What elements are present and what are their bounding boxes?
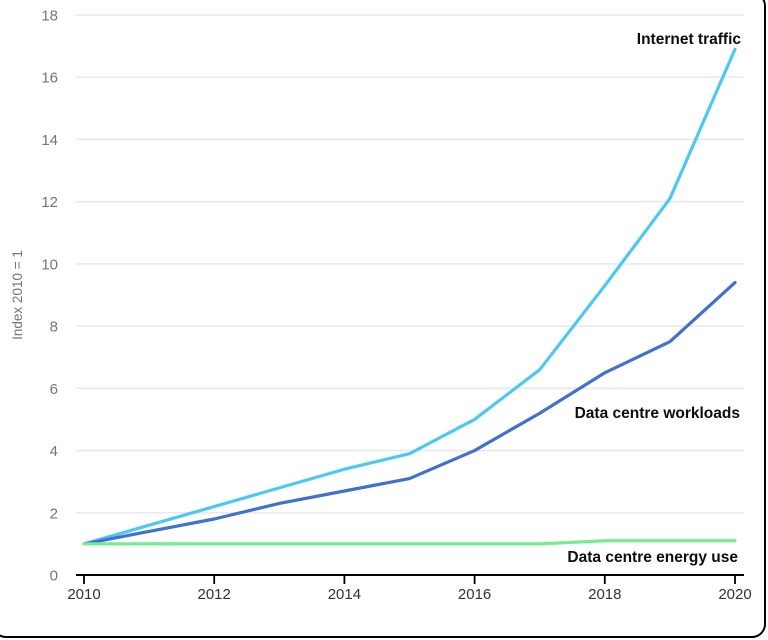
series-line-internet-traffic [82, 47, 737, 546]
x-tick-label-2012: 2012 [198, 586, 231, 603]
x-axis-tick-labels: 2010 2012 2014 2016 2018 2020 [67, 586, 751, 603]
x-tick-label-2020: 2020 [718, 586, 751, 603]
gridlines [76, 14, 744, 514]
series-lines [82, 47, 737, 546]
y-tick-label-16: 16 [41, 70, 58, 87]
y-tick-label-12: 12 [41, 194, 58, 211]
y-axis-title: Index 2010 = 1 [10, 250, 25, 340]
y-tick-label-2: 2 [50, 505, 58, 522]
series-label-internet-traffic: Internet traffic [637, 31, 742, 48]
x-tick-label-2014: 2014 [328, 586, 361, 603]
y-tick-label-6: 6 [50, 381, 58, 398]
x-tick-label-2018: 2018 [588, 586, 621, 603]
series-label-data-centre-energy-use: Data centre energy use [567, 549, 738, 566]
x-tick-label-2010: 2010 [67, 586, 100, 603]
series-label-data-centre-workloads: Data centre workloads [575, 405, 740, 422]
x-axis [76, 574, 744, 584]
y-tick-label-14: 14 [41, 132, 58, 149]
y-tick-label-0: 0 [50, 568, 58, 585]
y-tick-label-8: 8 [50, 319, 58, 336]
y-tick-label-10: 10 [41, 256, 58, 273]
series-line-data-centre-workloads [82, 280, 737, 546]
y-axis-tick-labels: 0 2 4 6 8 10 12 14 16 18 [41, 8, 58, 585]
series-line-data-centre-energy-use [82, 539, 737, 546]
y-tick-label-18: 18 [41, 8, 58, 25]
y-tick-label-4: 4 [50, 443, 58, 460]
x-tick-label-2016: 2016 [458, 586, 491, 603]
